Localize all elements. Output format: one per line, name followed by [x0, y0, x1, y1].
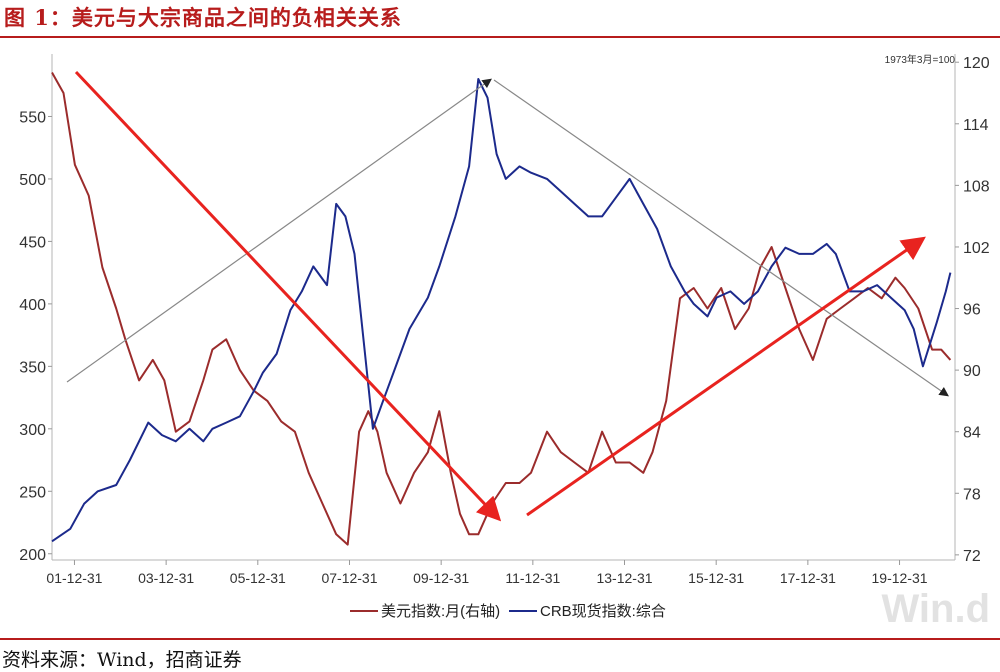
right-tick-label: 78: [963, 486, 981, 503]
right-tick-label: 84: [963, 425, 981, 442]
left-tick-label: 300: [19, 422, 46, 439]
trend-arrow-gray-up: [66, 78, 492, 383]
x-tick-label: 03-12-31: [138, 570, 194, 586]
right-tick-label: 96: [963, 302, 981, 319]
x-tick-label: 19-12-31: [872, 570, 928, 586]
base-note: 1973年3月=100: [885, 53, 956, 66]
right-tick-label: 72: [963, 548, 981, 565]
trend-arrow-red-down: [74, 70, 502, 522]
right-tick-label: 114: [963, 117, 989, 134]
left-tick-label: 500: [19, 172, 46, 189]
left-tick-label: 250: [19, 484, 46, 501]
bottom-rule: [0, 638, 1000, 640]
left-tick-label: 350: [19, 359, 46, 376]
x-tick-label: 11-12-31: [505, 570, 560, 586]
left-tick-label: 400: [19, 297, 46, 314]
x-tick-label: 01-12-31: [46, 570, 102, 586]
source-note: 资料来源：Wind，招商证券: [2, 649, 242, 671]
chart-series: [51, 72, 952, 546]
left-tick-label: 450: [19, 234, 46, 251]
chart-canvas: 200 250 300 350 400 450 500 550 72 78 84 90 96 102 108…: [19, 53, 991, 631]
right-tick-label: 102: [963, 240, 990, 257]
chart-axes: 200 250 300 350 400 450 500 550 72 78 84 90 96 102 108…: [19, 54, 990, 586]
x-tick-label: 13-12-31: [596, 570, 652, 586]
right-tick-label: 120: [963, 55, 990, 72]
right-tick-label: 108: [963, 178, 990, 195]
legend-label-crb: CRB现货指数:综合: [540, 603, 666, 620]
right-tick-label: 90: [963, 363, 981, 380]
x-tick-label: 15-12-31: [688, 570, 744, 586]
chart-legend: 美元指数:月(右轴) CRB现货指数:综合: [350, 603, 666, 620]
x-tick-label: 07-12-31: [321, 570, 377, 586]
wind-watermark: Win.d: [882, 587, 991, 631]
crb-index-line: [51, 78, 952, 543]
x-tick-label: 17-12-31: [780, 570, 836, 586]
left-tick-label: 200: [19, 547, 46, 564]
trend-arrow-red-up: [526, 236, 926, 517]
usd-index-line: [51, 72, 952, 546]
top-rule: [0, 36, 1000, 38]
x-tick-label: 05-12-31: [230, 570, 286, 586]
trend-arrows: [66, 70, 949, 522]
trend-arrow-gray-down: [493, 79, 949, 397]
figure-title: 图 1：美元与大宗商品之间的负相关关系: [4, 5, 402, 30]
left-tick-label: 550: [19, 109, 46, 126]
legend-label-usd: 美元指数:月(右轴): [381, 603, 500, 620]
x-tick-label: 09-12-31: [413, 570, 469, 586]
